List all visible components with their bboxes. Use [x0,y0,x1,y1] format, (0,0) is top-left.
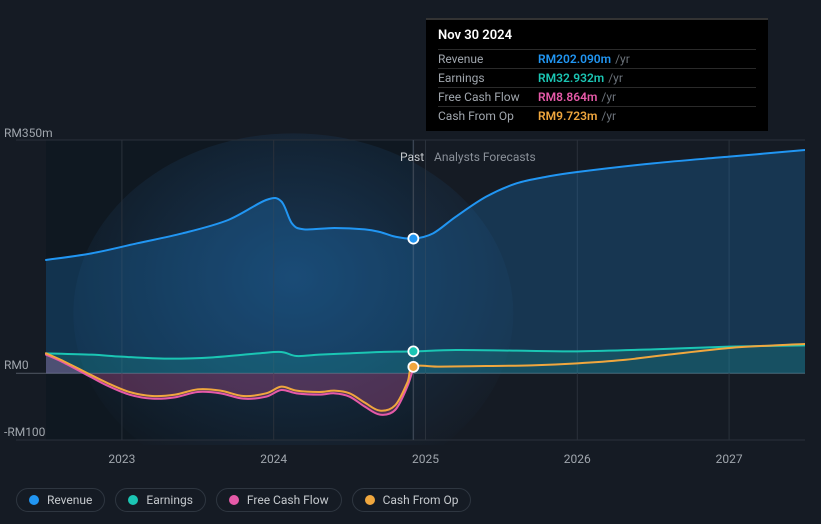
chart-tooltip: Nov 30 2024 Revenue RM202.090m /yr Earni… [426,18,768,131]
tooltip-value: RM32.932m [538,71,604,85]
x-tick: 2024 [260,452,287,466]
chart-legend: Revenue Earnings Free Cash Flow Cash Fro… [16,488,471,512]
legend-item-cfo[interactable]: Cash From Op [352,488,472,512]
legend-label: Revenue [47,493,92,507]
x-tick: 2026 [564,452,591,466]
legend-dot [229,495,239,505]
past-label: Past [400,150,424,164]
tooltip-unit: /yr [601,90,616,104]
tooltip-row: Free Cash Flow RM8.864m /yr [438,87,756,106]
tooltip-label: Earnings [438,71,538,85]
legend-item-fcf[interactable]: Free Cash Flow [216,488,342,512]
tooltip-label: Revenue [438,52,538,66]
chart-area[interactable] [16,120,805,470]
legend-dot [365,495,375,505]
legend-item-revenue[interactable]: Revenue [16,488,105,512]
x-tick: 2023 [108,452,135,466]
legend-label: Cash From Op [383,493,459,507]
tooltip-value: RM202.090m [538,52,611,66]
legend-label: Free Cash Flow [247,493,329,507]
tooltip-value: RM8.864m [538,90,597,104]
forecast-label: Analysts Forecasts [434,150,536,164]
chart-svg [16,120,805,445]
x-tick: 2027 [716,452,743,466]
tooltip-date: Nov 30 2024 [438,28,756,49]
legend-item-earnings[interactable]: Earnings [115,488,206,512]
legend-label: Earnings [146,493,193,507]
tooltip-row: Revenue RM202.090m /yr [438,49,756,68]
tooltip-unit: /yr [615,52,630,66]
tooltip-unit: /yr [608,71,623,85]
tooltip-label: Free Cash Flow [438,90,538,104]
x-tick: 2025 [412,452,439,466]
tooltip-row: Earnings RM32.932m /yr [438,68,756,87]
legend-dot [29,495,39,505]
legend-dot [128,495,138,505]
